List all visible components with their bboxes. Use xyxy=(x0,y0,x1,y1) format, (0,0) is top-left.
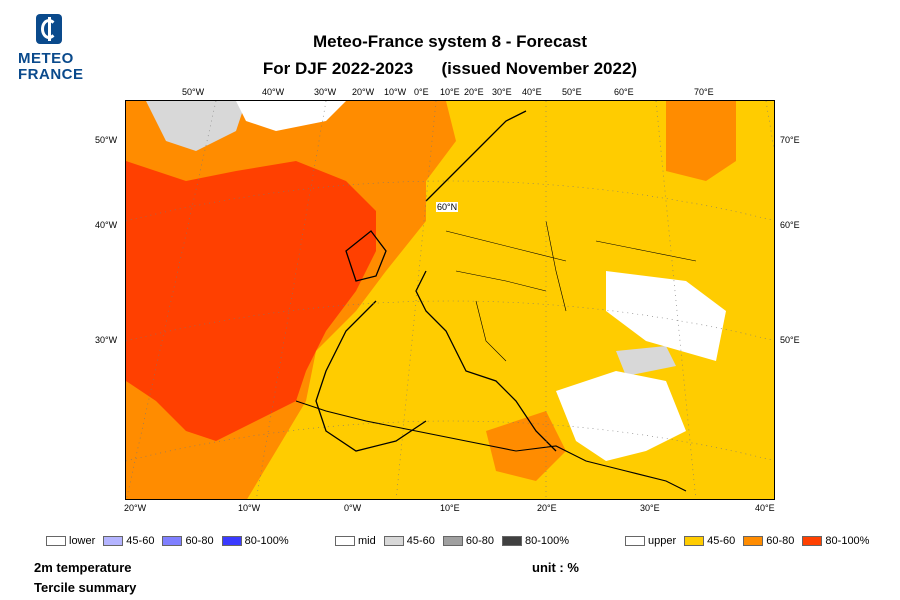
top-lon-label: 40°W xyxy=(262,87,285,97)
map-region-white-caspian xyxy=(606,271,726,361)
legend-swatch xyxy=(743,536,764,546)
top-lon-label: 20°W xyxy=(352,87,375,97)
legend-label: 80-100% xyxy=(825,535,870,547)
top-lon-label: 30°E xyxy=(492,87,512,97)
legend-label: mid xyxy=(358,535,376,547)
legend-swatch xyxy=(442,536,463,546)
top-lon-label: 10°W xyxy=(384,87,407,97)
bottom-lon-label: 0°W xyxy=(344,503,362,513)
meteo-france-logo-mark xyxy=(36,14,62,44)
top-lon-label: 50°W xyxy=(182,87,205,97)
title-line2: For DJF 2022-2023 (issued November 2022) xyxy=(262,59,638,78)
legend-swatch xyxy=(802,536,823,546)
top-lon-label: 50°E xyxy=(562,87,582,97)
map-region-red-ireland xyxy=(336,247,366,275)
title-line1: Meteo-France system 8 - Forecast xyxy=(313,32,587,51)
map-region-orange-northeast xyxy=(666,101,736,181)
map-coastline-europe xyxy=(315,110,557,452)
map-region-grey-north xyxy=(146,101,246,151)
legend-label: lower xyxy=(69,535,96,547)
top-lon-label: 20°E xyxy=(464,87,484,97)
legend-label: 60-80 xyxy=(766,535,795,547)
left-edge-label: 40°W xyxy=(95,220,118,230)
legend-label: 45-60 xyxy=(707,535,736,547)
legend-swatch xyxy=(221,536,242,546)
map-svg xyxy=(126,101,774,499)
legend-swatch xyxy=(162,536,183,546)
legend-swatch xyxy=(335,536,355,546)
top-lon-label: 30°W xyxy=(314,87,337,97)
legend-swatch xyxy=(625,536,645,546)
legend-label: 80-100% xyxy=(244,535,289,547)
forecast-map: 60°N xyxy=(125,100,775,500)
legend-label: 45-60 xyxy=(406,535,435,547)
map-region-grey-east xyxy=(616,346,676,376)
bottom-lon-label: 10°E xyxy=(440,503,460,513)
map-country-borders xyxy=(445,220,697,362)
logo-text-line2: FRANCE xyxy=(18,66,84,83)
right-edge-label: 50°E xyxy=(780,335,800,345)
legend-upper: upper 45-60 60-80 80-100% xyxy=(625,534,877,548)
legend-swatch xyxy=(502,536,523,546)
map-coastline-mediterranean xyxy=(295,400,687,492)
legend-swatch xyxy=(103,536,124,546)
footer-unit: unit : % xyxy=(532,560,579,575)
map-region-orange-southeast xyxy=(486,411,566,481)
inner-latitude-label: 60°N xyxy=(436,202,459,212)
legend-label: upper xyxy=(648,535,677,547)
legend-label: 60-80 xyxy=(465,535,495,547)
top-lon-label: 60°E xyxy=(614,87,634,97)
legend-lower: lower 45-60 60-80 80-100% xyxy=(46,534,297,548)
legend-label: 80-100% xyxy=(525,535,570,547)
legend-label: 60-80 xyxy=(185,535,214,547)
right-edge-label: 60°E xyxy=(780,220,800,230)
map-graticule xyxy=(126,101,774,499)
legend-label: 45-60 xyxy=(126,535,155,547)
legend-swatch xyxy=(383,536,404,546)
bottom-lon-label: 40°E xyxy=(755,503,775,513)
bottom-lon-label: 10°W xyxy=(238,503,261,513)
legend-swatch xyxy=(46,536,66,546)
top-lon-label: 0°E xyxy=(414,87,429,97)
bottom-lon-label: 20°W xyxy=(124,503,147,513)
bottom-lon-label: 30°E xyxy=(640,503,660,513)
legend-mid: mid 45-60 60-80 80-100% xyxy=(335,534,577,548)
footer-product: Tercile summary xyxy=(34,580,137,595)
map-region-red-atlantic xyxy=(126,161,376,441)
top-lon-label: 40°E xyxy=(522,87,542,97)
meteo-france-logo: METEO FRANCE xyxy=(18,14,88,86)
right-edge-label: 70°E xyxy=(780,135,800,145)
legend-swatch xyxy=(684,536,705,546)
top-lon-label: 10°E xyxy=(440,87,460,97)
left-edge-label: 30°W xyxy=(95,335,118,345)
map-region-white-turkey xyxy=(556,371,686,461)
map-region-white-greenland xyxy=(236,101,346,131)
logo-text-line1: METEO xyxy=(18,50,74,67)
left-edge-label: 50°W xyxy=(95,135,118,145)
bottom-lon-label: 20°E xyxy=(537,503,557,513)
footer-variable: 2m temperature xyxy=(34,560,132,575)
top-lon-label: 70°E xyxy=(694,87,714,97)
